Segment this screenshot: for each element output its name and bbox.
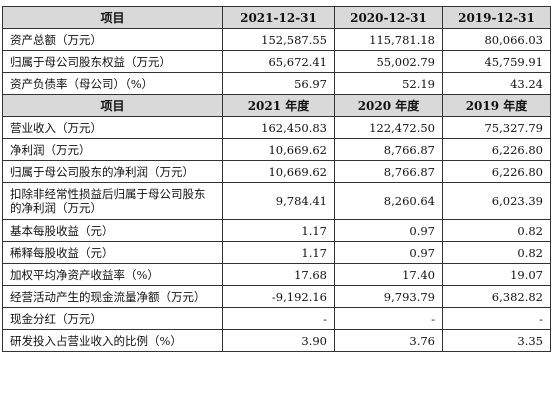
row-value: 3.76 bbox=[334, 329, 443, 352]
row-value: 122,472.50 bbox=[334, 116, 443, 139]
row-value: 3.35 bbox=[442, 329, 551, 352]
row-value: 162,450.83 bbox=[222, 116, 335, 139]
row-value: 65,672.41 bbox=[222, 50, 335, 73]
row-value: 17.40 bbox=[334, 263, 443, 286]
row-value: - bbox=[442, 307, 551, 330]
table-row: 资产负债率（母公司）（%） 56.97 52.19 43.24 bbox=[2, 72, 551, 95]
row-label: 研发投入占营业收入的比例（%） bbox=[2, 329, 223, 352]
row-label: 扣除非经常性损益后归属于母公司股东的净利润（万元） bbox=[2, 182, 223, 220]
row-value: 8,766.87 bbox=[334, 138, 443, 161]
header-year: 2021-12-31 bbox=[222, 6, 335, 29]
row-value: - bbox=[334, 307, 443, 330]
row-value: 6,226.80 bbox=[442, 160, 551, 183]
header-item: 项目 bbox=[2, 6, 223, 29]
row-value: 3.90 bbox=[222, 329, 335, 352]
row-label: 归属于母公司股东权益（万元） bbox=[2, 50, 223, 73]
header-year: 2021 年度 bbox=[222, 94, 335, 117]
row-value: 0.97 bbox=[334, 219, 443, 242]
table-row: 净利润（万元） 10,669.62 8,766.87 6,226.80 bbox=[2, 138, 551, 161]
financial-summary-table: 项目 2021-12-31 2020-12-31 2019-12-31 资产总额… bbox=[2, 6, 551, 352]
table-row: 营业收入（万元） 162,450.83 122,472.50 75,327.79 bbox=[2, 116, 551, 139]
row-label: 基本每股收益（元） bbox=[2, 219, 223, 242]
row-value: 6,226.80 bbox=[442, 138, 551, 161]
row-label: 加权平均净资产收益率（%） bbox=[2, 263, 223, 286]
row-label: 归属于母公司股东的净利润（万元） bbox=[2, 160, 223, 183]
table-row: 扣除非经常性损益后归属于母公司股东的净利润（万元） 9,784.41 8,260… bbox=[2, 182, 551, 220]
table-row: 经营活动产生的现金流量净额（万元） -9,192.16 9,793.79 6,3… bbox=[2, 285, 551, 308]
header-year: 2020-12-31 bbox=[334, 6, 443, 29]
table-row: 稀释每股收益（元） 1.17 0.97 0.82 bbox=[2, 241, 551, 264]
row-value: 9,793.79 bbox=[334, 285, 443, 308]
row-value: 45,759.91 bbox=[442, 50, 551, 73]
table-row: 研发投入占营业收入的比例（%） 3.90 3.76 3.35 bbox=[2, 329, 551, 352]
row-label: 资产负债率（母公司）（%） bbox=[2, 72, 223, 95]
row-label: 资产总额（万元） bbox=[2, 28, 223, 51]
row-label: 稀释每股收益（元） bbox=[2, 241, 223, 264]
row-value: 52.19 bbox=[334, 72, 443, 95]
row-value: 56.97 bbox=[222, 72, 335, 95]
table-row: 加权平均净资产收益率（%） 17.68 17.40 19.07 bbox=[2, 263, 551, 286]
row-value: 115,781.18 bbox=[334, 28, 443, 51]
table-row: 归属于母公司股东的净利润（万元） 10,669.62 8,766.87 6,22… bbox=[2, 160, 551, 183]
header-year: 2019-12-31 bbox=[442, 6, 551, 29]
header-year: 2020 年度 bbox=[334, 94, 443, 117]
row-value: 55,002.79 bbox=[334, 50, 443, 73]
table-row: 现金分红（万元） - - - bbox=[2, 307, 551, 330]
header-item: 项目 bbox=[2, 94, 223, 117]
row-value: 9,784.41 bbox=[222, 182, 335, 220]
row-value: 8,260.64 bbox=[334, 182, 443, 220]
row-value: 17.68 bbox=[222, 263, 335, 286]
row-label: 经营活动产生的现金流量净额（万元） bbox=[2, 285, 223, 308]
row-label: 现金分红（万元） bbox=[2, 307, 223, 330]
row-value: 10,669.62 bbox=[222, 160, 335, 183]
row-label: 营业收入（万元） bbox=[2, 116, 223, 139]
row-label: 净利润（万元） bbox=[2, 138, 223, 161]
row-value: 0.97 bbox=[334, 241, 443, 264]
table-header-row: 项目 2021-12-31 2020-12-31 2019-12-31 bbox=[2, 6, 551, 29]
table-row: 资产总额（万元） 152,587.55 115,781.18 80,066.03 bbox=[2, 28, 551, 51]
row-value: 0.82 bbox=[442, 241, 551, 264]
header-year: 2019 年度 bbox=[442, 94, 551, 117]
row-value: 80,066.03 bbox=[442, 28, 551, 51]
row-value: 75,327.79 bbox=[442, 116, 551, 139]
row-value: 10,669.62 bbox=[222, 138, 335, 161]
row-value: 8,766.87 bbox=[334, 160, 443, 183]
row-value: 1.17 bbox=[222, 241, 335, 264]
row-value: 43.24 bbox=[442, 72, 551, 95]
row-value: 152,587.55 bbox=[222, 28, 335, 51]
row-value: 1.17 bbox=[222, 219, 335, 242]
row-value: -9,192.16 bbox=[222, 285, 335, 308]
row-value: 6,023.39 bbox=[442, 182, 551, 220]
row-value: 6,382.82 bbox=[442, 285, 551, 308]
table-header-row: 项目 2021 年度 2020 年度 2019 年度 bbox=[2, 94, 551, 117]
row-value: 0.82 bbox=[442, 219, 551, 242]
row-value: - bbox=[222, 307, 335, 330]
table-row: 基本每股收益（元） 1.17 0.97 0.82 bbox=[2, 219, 551, 242]
table-row: 归属于母公司股东权益（万元） 65,672.41 55,002.79 45,75… bbox=[2, 50, 551, 73]
row-value: 19.07 bbox=[442, 263, 551, 286]
